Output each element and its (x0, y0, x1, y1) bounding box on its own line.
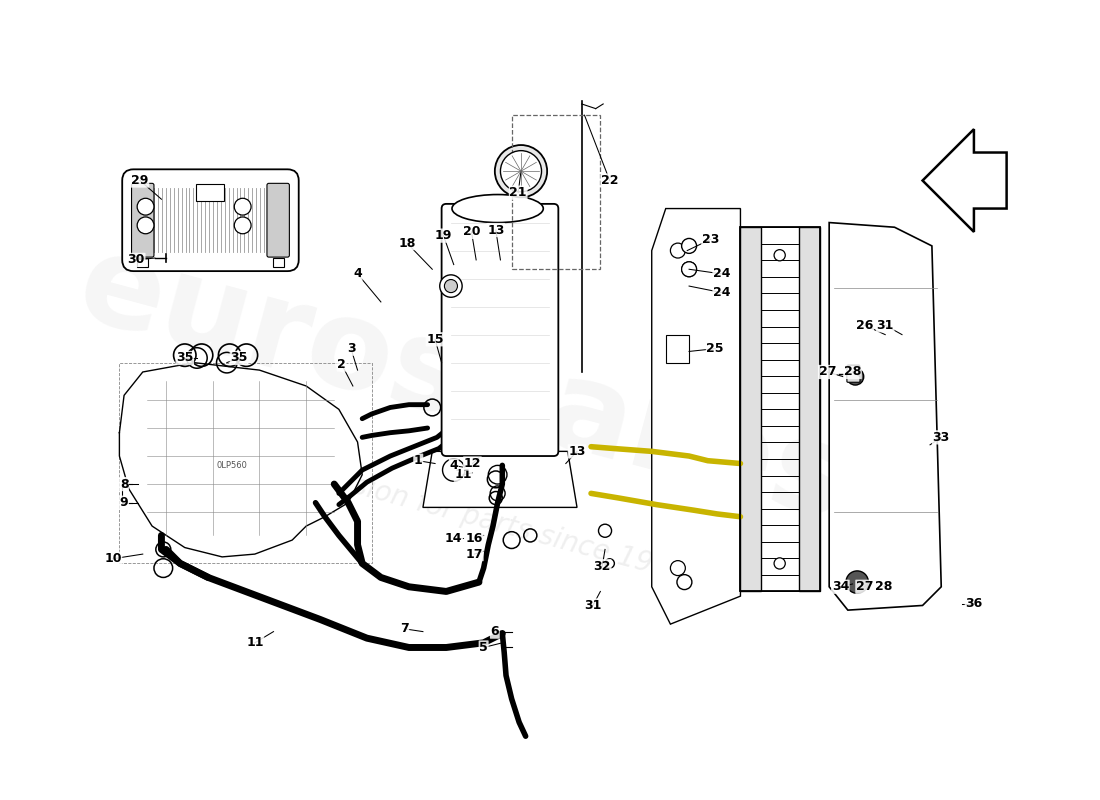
Text: 17: 17 (465, 547, 483, 561)
Text: eurospares: eurospares (66, 224, 860, 546)
Text: 11: 11 (454, 468, 472, 482)
Circle shape (444, 279, 458, 293)
Text: 16: 16 (465, 532, 483, 545)
Text: 26: 26 (856, 318, 873, 332)
Text: 30: 30 (128, 254, 145, 266)
Polygon shape (923, 129, 1006, 232)
Text: 3: 3 (346, 342, 355, 355)
Text: 13: 13 (569, 445, 585, 458)
Circle shape (682, 262, 696, 277)
Text: 28: 28 (844, 366, 861, 378)
Polygon shape (829, 222, 942, 610)
Bar (800, 227, 820, 591)
Text: 11: 11 (246, 636, 264, 650)
Text: 24: 24 (713, 286, 730, 299)
Circle shape (846, 571, 868, 594)
FancyBboxPatch shape (132, 183, 154, 257)
Text: 19: 19 (434, 229, 452, 242)
Circle shape (234, 217, 251, 234)
Circle shape (500, 150, 541, 192)
Text: 15: 15 (427, 333, 443, 346)
Text: 23: 23 (702, 233, 719, 246)
Text: 24: 24 (713, 267, 730, 281)
Text: 0LP560: 0LP560 (216, 461, 246, 470)
Circle shape (598, 524, 612, 538)
Circle shape (495, 145, 547, 198)
Text: 1: 1 (414, 454, 422, 467)
Polygon shape (651, 209, 740, 624)
Circle shape (440, 275, 462, 298)
Text: 31: 31 (584, 599, 602, 612)
Text: 35: 35 (230, 351, 248, 365)
Circle shape (774, 558, 785, 569)
Text: 12: 12 (464, 457, 481, 470)
Bar (740, 227, 820, 591)
Text: 13: 13 (487, 223, 505, 237)
FancyBboxPatch shape (267, 183, 289, 257)
Text: 27: 27 (856, 580, 873, 594)
Text: 28: 28 (874, 580, 892, 594)
Polygon shape (422, 451, 578, 507)
Circle shape (774, 250, 785, 261)
Text: 22: 22 (601, 174, 618, 187)
Circle shape (605, 558, 615, 568)
Circle shape (682, 262, 696, 277)
Bar (196, 184, 224, 201)
Text: 2: 2 (338, 358, 346, 371)
Text: 6: 6 (491, 625, 499, 638)
Text: 31: 31 (877, 318, 894, 332)
Text: 18: 18 (398, 237, 416, 250)
Text: 5: 5 (480, 641, 488, 654)
Text: 35: 35 (176, 351, 194, 365)
Bar (740, 227, 761, 591)
Bar (666, 334, 689, 362)
Text: 10: 10 (104, 552, 122, 566)
FancyBboxPatch shape (847, 366, 860, 382)
FancyBboxPatch shape (122, 170, 299, 271)
Text: 4: 4 (450, 459, 458, 472)
Bar (512, 115, 601, 270)
Text: 29: 29 (131, 174, 149, 187)
Text: 21: 21 (509, 186, 527, 199)
Text: 14: 14 (446, 532, 462, 545)
Circle shape (670, 561, 685, 575)
Text: 4: 4 (353, 267, 362, 281)
Bar (138, 258, 148, 267)
Text: 25: 25 (706, 342, 724, 355)
Bar (273, 258, 284, 267)
Text: 9: 9 (120, 496, 129, 510)
Text: 7: 7 (400, 622, 408, 635)
Text: a passion for parts since 1985: a passion for parts since 1985 (277, 452, 690, 587)
Circle shape (682, 238, 696, 254)
Circle shape (847, 368, 864, 385)
Text: 20: 20 (463, 226, 481, 238)
Text: 27: 27 (818, 366, 836, 378)
Circle shape (234, 198, 251, 215)
Text: 34: 34 (832, 580, 849, 594)
Text: 8: 8 (120, 478, 129, 490)
Circle shape (138, 217, 154, 234)
Text: 32: 32 (594, 560, 610, 573)
FancyBboxPatch shape (441, 204, 559, 456)
Circle shape (676, 574, 692, 590)
Circle shape (138, 198, 154, 215)
Circle shape (670, 243, 685, 258)
Text: 36: 36 (966, 597, 982, 610)
Ellipse shape (452, 194, 543, 222)
Bar (120, 362, 372, 563)
Polygon shape (120, 362, 362, 557)
Text: 33: 33 (933, 431, 950, 444)
